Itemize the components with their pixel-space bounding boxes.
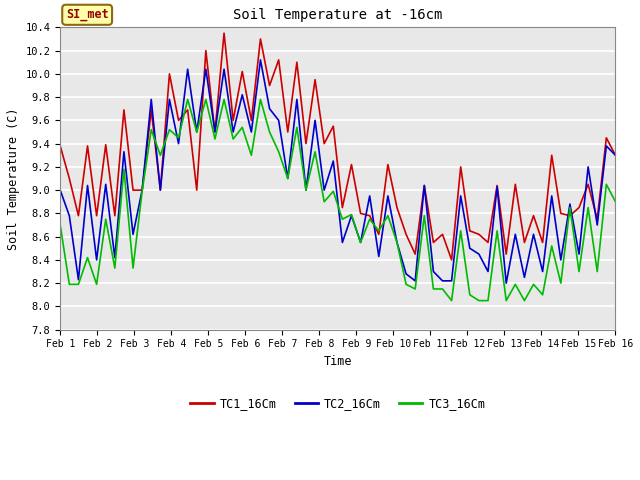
Legend: TC1_16Cm, TC2_16Cm, TC3_16Cm: TC1_16Cm, TC2_16Cm, TC3_16Cm — [186, 392, 490, 414]
Text: SI_met: SI_met — [66, 8, 109, 21]
Y-axis label: Soil Temperature (C): Soil Temperature (C) — [7, 107, 20, 250]
Title: Soil Temperature at -16cm: Soil Temperature at -16cm — [233, 8, 442, 22]
X-axis label: Time: Time — [324, 355, 352, 368]
